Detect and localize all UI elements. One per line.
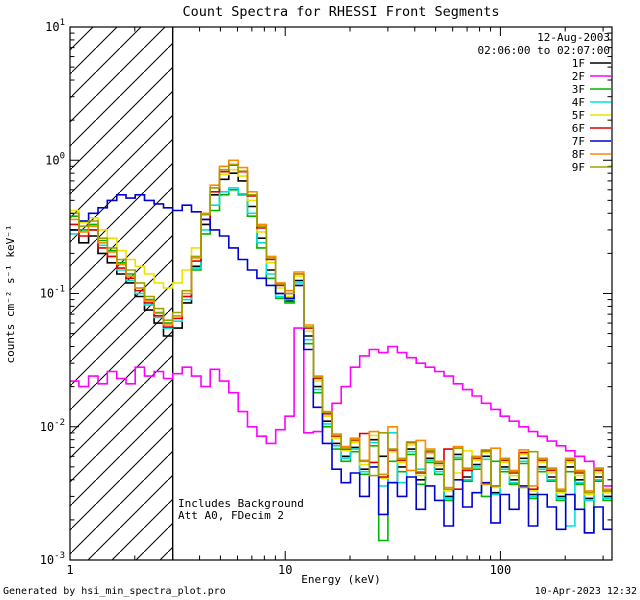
y-tick-label: 100: [45, 151, 65, 167]
y-axis-label: counts cm⁻² s⁻¹ keV⁻¹: [4, 224, 17, 363]
footer-timestamp: 10-Apr-2023 12:32: [535, 586, 637, 597]
series-lines: [70, 159, 612, 542]
time-range-label: 02:06:00 to 02:07:00: [478, 44, 610, 57]
x-tick-label: 1: [66, 563, 73, 577]
y-tick-label: 10-1: [40, 285, 65, 301]
y-tick-label: 101: [45, 18, 65, 34]
legend-label-4F: 4F: [572, 96, 585, 109]
legend-label-5F: 5F: [572, 109, 585, 122]
x-tick-label: 10: [278, 563, 292, 577]
plot-area: 1 10 100 10-3 10-2 10-1 100 101 1F2F3F4F5F6F7F8F…: [40, 18, 613, 577]
series-9F-line: [70, 163, 612, 494]
date-label: 12-Aug-2003: [537, 31, 610, 44]
legend-label-7F: 7F: [572, 135, 585, 148]
y-tick-label: 10-3: [40, 551, 65, 567]
x-axis-label: Energy (keV): [301, 573, 380, 586]
legend-label-3F: 3F: [572, 83, 585, 96]
legend-label-9F: 9F: [572, 161, 585, 174]
legend-label-8F: 8F: [572, 148, 585, 161]
hatched-low-energy-region: [70, 27, 173, 560]
footer-program-name: Generated by hsi_min_spectra_plot.pro: [3, 586, 226, 597]
annotation-includes-background: Includes Background: [178, 497, 304, 510]
legend-label-1F: 1F: [572, 57, 585, 70]
y-tick-label: 10-2: [40, 418, 65, 434]
chart-title: Count Spectra for RHESSI Front Segments: [183, 4, 500, 20]
legend-label-2F: 2F: [572, 70, 585, 83]
legend-label-6F: 6F: [572, 122, 585, 135]
x-tick-label: 100: [490, 563, 512, 577]
series-2F-line: [70, 327, 612, 487]
annotation-attenuator-state: Att A0, FDecim 2: [178, 509, 284, 522]
series-7F-line: [70, 194, 612, 534]
